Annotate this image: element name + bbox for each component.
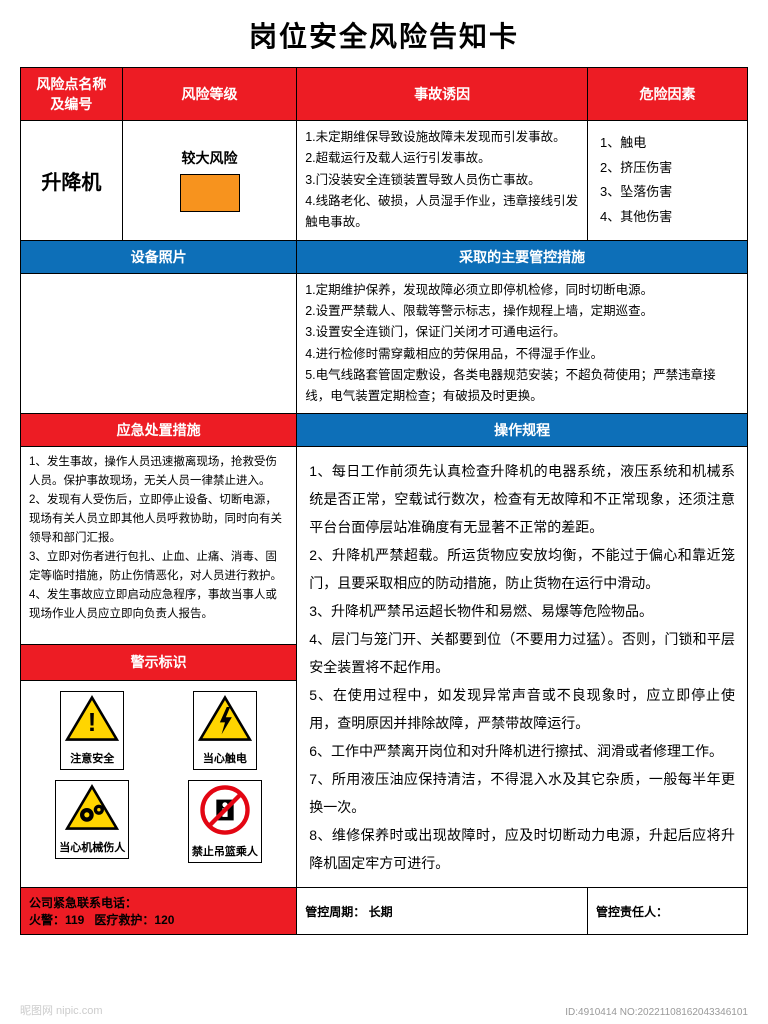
sign-mechanical: 当心机械伤人 — [55, 780, 129, 863]
hdr-procedures: 操作规程 — [297, 414, 748, 447]
prohibit-icon — [199, 784, 251, 836]
control-measures-cell: 1.定期维护保养，发现故障必须立即停机检修，同时切断电源。2.设置严禁载人、限载… — [297, 273, 748, 414]
operation-procedures-cell: 1、每日工作前须先认真检查升降机的电器系统，液压系统和机械系统是否正常，空载试行… — [297, 447, 748, 888]
footer-emergency-contact: 公司紧急联系电话： 火警：119 医疗救护：120 — [21, 888, 297, 935]
risk-level-color-box — [180, 174, 240, 212]
safety-card-table: 风险点名称 及编号 风险等级 事故诱因 危险因素 升降机 较大风险 1.未定期维… — [20, 67, 748, 935]
hdr-risk-name: 风险点名称 及编号 — [21, 68, 123, 121]
footer-control-period: 管控周期： 长期 — [297, 888, 588, 935]
accident-causes: 1.未定期维保导致设施故障未发现而引发事故。2.超载运行及载人运行引发事故。3.… — [297, 121, 588, 241]
mechanical-icon — [64, 784, 120, 832]
hdr-emergency: 应急处置措施 — [21, 414, 297, 447]
risk-level-text: 较大风险 — [133, 148, 286, 168]
hdr-risk-level: 风险等级 — [122, 68, 296, 121]
hdr-equipment-photo: 设备照片 — [21, 240, 297, 273]
equipment-photo-cell — [21, 273, 297, 414]
sign-prohibit: 禁止吊篮乘人 — [188, 780, 262, 863]
risk-level-cell: 较大风险 — [122, 121, 296, 241]
watermark-right: ID:4910414 NO:20221108162043346101 — [565, 1007, 748, 1018]
warning-signs-cell: ! 注意安全 当心触电 — [21, 680, 297, 888]
hdr-warning-signs: 警示标识 — [21, 644, 297, 680]
sign-electric: 当心触电 — [193, 691, 257, 770]
risk-point-name: 升降机 — [21, 121, 123, 241]
watermark-left: 昵图网 nipic.com — [20, 1002, 103, 1018]
hdr-control-measures: 采取的主要管控措施 — [297, 240, 748, 273]
hdr-danger-factor: 危险因素 — [588, 68, 748, 121]
footer-responsible: 管控责任人： — [588, 888, 748, 935]
page-title: 岗位安全风险告知卡 — [20, 15, 748, 55]
danger-factors: 1、触电2、挤压伤害3、坠落伤害4、其他伤害 — [588, 121, 748, 241]
svg-text:!: ! — [88, 709, 97, 737]
electric-icon — [197, 695, 253, 743]
emergency-measures-cell: 1、发生事故，操作人员迅速撤离现场，抢救受伤人员。保护事故现场，无关人员一律禁止… — [21, 447, 297, 645]
hdr-accident-cause: 事故诱因 — [297, 68, 588, 121]
caution-icon: ! — [64, 695, 120, 743]
sign-caution: ! 注意安全 — [60, 691, 124, 770]
